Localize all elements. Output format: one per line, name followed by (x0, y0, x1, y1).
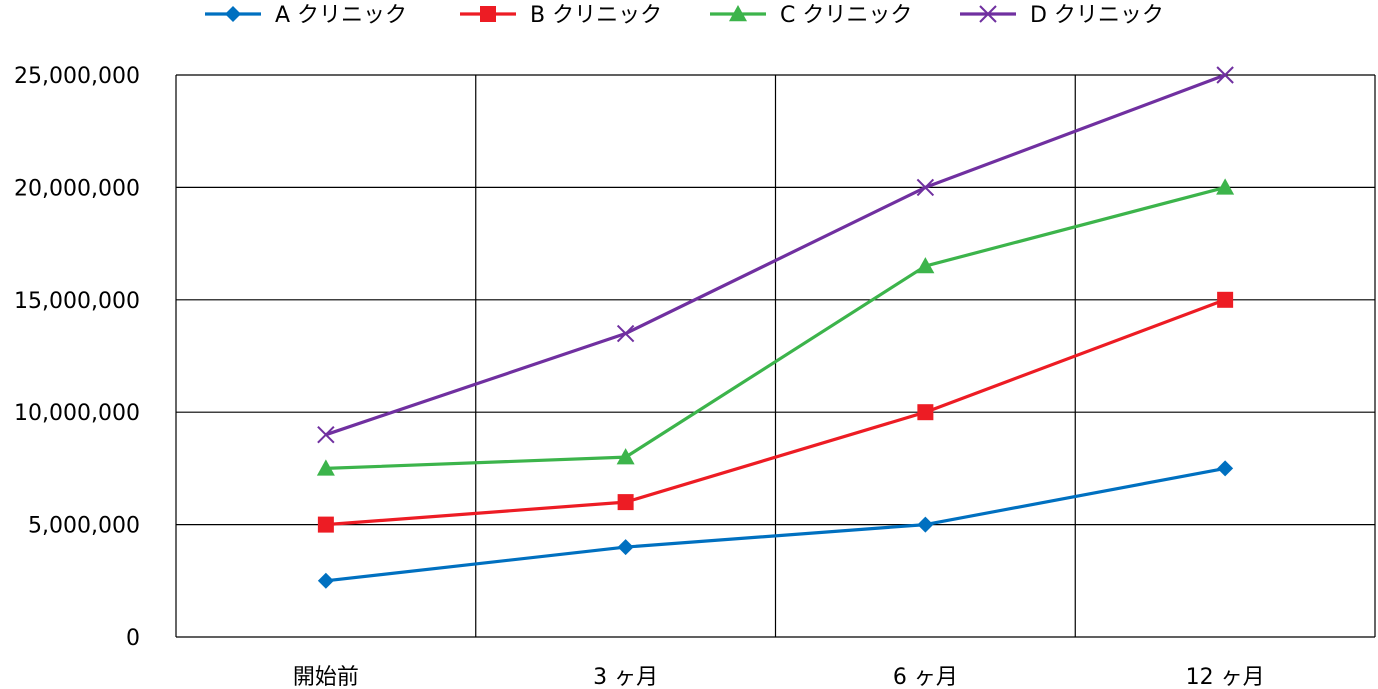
y-tick-label: 10,000,000 (14, 401, 140, 426)
data-point (1217, 291, 1234, 308)
series-line (325, 73, 1226, 437)
data-point (616, 448, 635, 465)
series-line (325, 466, 1226, 583)
legend-item: B クリニック (460, 3, 662, 28)
data-point-stroke (916, 178, 935, 197)
x-tick-label: 6 ヶ月 (893, 665, 958, 689)
data-point (916, 178, 935, 197)
data-point (1217, 460, 1234, 477)
chart-legend: A クリニック B クリニック C クリニック D クリニック (205, 3, 1164, 28)
data-point (1216, 66, 1234, 84)
data-point-stroke (317, 425, 335, 444)
series-line (325, 298, 1226, 527)
x-tick-label: 12 ヶ月 (1186, 665, 1265, 689)
legend-label: A クリニック (275, 3, 407, 28)
data-point (616, 324, 635, 343)
data-point (316, 459, 335, 476)
data-point (617, 494, 634, 511)
legend-item: A クリニック (205, 3, 407, 28)
y-tick-label: 20,000,000 (14, 176, 140, 201)
series-2 (316, 178, 1235, 476)
series-0 (317, 460, 1234, 589)
chart-series (316, 66, 1235, 589)
y-axis-tick-labels: 0 5,000,000 10,000,000 15,000,000 20,000,000… (14, 64, 140, 651)
data-point (916, 257, 935, 274)
data-point (1216, 178, 1235, 195)
series-line (325, 185, 1226, 470)
legend-item: C クリニック (710, 3, 912, 28)
data-point (317, 516, 334, 533)
x-tick-label: 3 ヶ月 (593, 665, 658, 689)
legend-label: D クリニック (1030, 3, 1164, 28)
data-point (317, 425, 335, 444)
series-3 (317, 66, 1234, 444)
y-tick-label: 25,000,000 (14, 64, 140, 89)
data-point-stroke (616, 324, 635, 343)
data-point (917, 516, 934, 533)
legend-label: C クリニック (780, 3, 912, 28)
legend-marker (225, 6, 241, 22)
legend-marker-stroke (979, 5, 997, 23)
legend-label: B クリニック (530, 3, 662, 28)
data-point-stroke (1216, 66, 1234, 84)
legend-marker (729, 5, 747, 22)
y-tick-label: 0 (126, 626, 140, 651)
series-1 (317, 291, 1234, 533)
legend-item: D クリニック (960, 3, 1164, 28)
legend-marker (979, 5, 997, 23)
y-tick-label: 5,000,000 (28, 514, 140, 539)
x-axis-tick-labels: 開始前 3 ヶ月 6 ヶ月 12 ヶ月 (293, 665, 1265, 689)
data-point (917, 404, 934, 421)
y-tick-label: 15,000,000 (14, 289, 140, 314)
x-tick-label: 開始前 (293, 665, 359, 689)
chart-grid (175, 74, 1376, 638)
data-point (317, 572, 334, 589)
legend-marker (480, 6, 496, 22)
data-point (617, 539, 634, 556)
